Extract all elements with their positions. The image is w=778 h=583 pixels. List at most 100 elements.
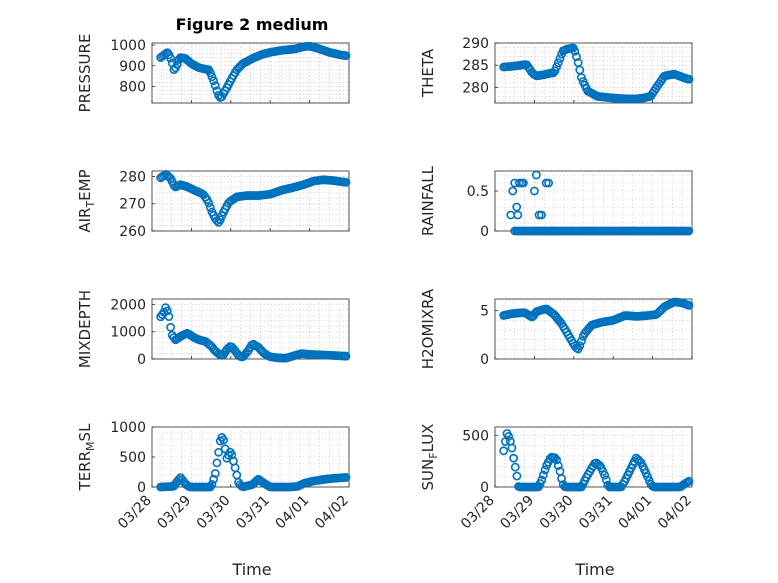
data-point	[577, 73, 586, 82]
data-point	[166, 322, 175, 332]
data-point	[513, 210, 523, 220]
data-point	[557, 474, 566, 483]
data-point	[547, 226, 557, 236]
y-tick-label: 900	[119, 59, 146, 75]
data-point	[166, 53, 175, 63]
x-tick-label: 03/28	[458, 493, 498, 533]
subplot-grid: 800 900 1000 PRESSURE 280 285 290 THETA 260 270 28…	[76, 34, 695, 533]
grid	[152, 427, 349, 487]
data-point	[512, 202, 522, 212]
y-tick-label: 0	[137, 352, 146, 368]
data-point	[600, 470, 610, 480]
y-axis-label: H2OMIXRA	[419, 288, 437, 369]
y-tick-label: 1000	[110, 420, 146, 436]
data-point	[537, 210, 546, 220]
y-tick-label: 0	[137, 480, 146, 496]
data-point	[684, 300, 694, 310]
data-point	[553, 461, 563, 470]
grid	[495, 427, 692, 487]
y-axis-label: THETA	[419, 48, 437, 98]
data-point	[204, 198, 214, 208]
data-point	[510, 462, 520, 472]
x-tick-label: 04/02	[655, 493, 695, 533]
y-tick-label: 0	[480, 224, 489, 240]
data-point	[538, 470, 548, 480]
x-axis-label-left: Time	[231, 560, 271, 579]
x-tick-label: 03/31	[576, 493, 616, 533]
x-axis-label-right: Time	[574, 560, 614, 579]
data-point	[209, 474, 219, 484]
subplot-4: 0 0.5 RAINFALL	[419, 165, 694, 240]
data-point	[341, 473, 351, 482]
series-markers	[499, 429, 694, 492]
subplot-7: 0 500 1000 03/28 03/29 03/30 03/31 04/01 04/02 TE…	[76, 420, 352, 532]
y-axis-label: AIRTEMP	[76, 169, 97, 232]
data-point	[684, 226, 694, 236]
data-point	[684, 74, 694, 84]
y-axis-label: TERRMSL	[76, 423, 97, 492]
y-tick-label: 280	[462, 80, 489, 96]
data-point	[499, 446, 509, 456]
y-tick-label: 1000	[110, 38, 146, 54]
series-markers	[156, 41, 351, 102]
series-markers	[499, 43, 694, 104]
y-tick-label: 500	[462, 428, 489, 444]
data-point	[341, 351, 351, 361]
data-point	[530, 186, 539, 196]
y-tick-label: 270	[119, 197, 146, 213]
x-tick-label: 03/28	[115, 493, 155, 533]
series-markers	[156, 169, 351, 227]
data-point	[531, 170, 541, 180]
y-tick-label: 500	[119, 450, 146, 466]
subplot-3: 260 270 280 AIRTEMP	[76, 169, 351, 240]
y-tick-label: 290	[462, 36, 489, 52]
data-point	[212, 458, 222, 468]
x-tick-label: 03/30	[537, 493, 577, 533]
data-point	[555, 54, 565, 63]
y-axis-label: RAINFALL	[419, 165, 437, 236]
data-point	[577, 336, 586, 346]
series-markers	[506, 170, 694, 236]
data-point	[205, 68, 215, 78]
data-point	[508, 186, 518, 196]
subplot-6: 0 5 H2OMIXRA	[419, 288, 694, 369]
x-tick-label: 03/29	[497, 493, 537, 533]
data-point	[210, 81, 220, 90]
x-tick-label: 03/31	[233, 493, 273, 533]
data-point	[510, 226, 520, 236]
y-tick-label: 800	[119, 79, 146, 95]
subplot-5: 0 1000 2000 MIXDEPTH	[76, 290, 351, 368]
data-point	[210, 469, 220, 478]
data-point	[219, 435, 228, 445]
subplot-2: 280 285 290 THETA	[419, 36, 694, 104]
data-point	[509, 453, 518, 463]
data-point	[172, 60, 182, 69]
subplot-1: 800 900 1000 PRESSURE	[76, 34, 351, 112]
data-point	[684, 476, 694, 486]
data-point	[540, 465, 550, 475]
data-point	[174, 474, 184, 484]
y-tick-label: 0	[480, 480, 489, 496]
data-point	[207, 72, 217, 82]
series-markers	[156, 303, 351, 363]
data-point	[341, 51, 351, 61]
y-tick-label: 285	[462, 58, 489, 74]
data-point	[205, 203, 215, 212]
subplot-8: 0 500 03/28 03/29 03/30 03/31 04/01 04/02 SUNFLU…	[419, 424, 695, 533]
y-tick-label: 260	[119, 224, 146, 240]
data-point	[507, 443, 517, 453]
data-point	[575, 341, 585, 351]
data-point	[570, 46, 580, 56]
x-tick-label: 03/29	[154, 493, 194, 533]
data-point	[207, 479, 217, 489]
data-point	[552, 455, 562, 465]
y-axis-label: MIXDEPTH	[76, 290, 94, 368]
y-tick-label: 2000	[110, 297, 146, 313]
data-point	[550, 453, 560, 463]
data-point	[214, 447, 223, 457]
x-tick-label: 04/01	[616, 493, 656, 533]
y-tick-label: 1000	[110, 325, 146, 341]
series-markers	[499, 297, 694, 354]
data-point	[504, 431, 514, 441]
x-tick-label: 03/30	[194, 493, 234, 533]
